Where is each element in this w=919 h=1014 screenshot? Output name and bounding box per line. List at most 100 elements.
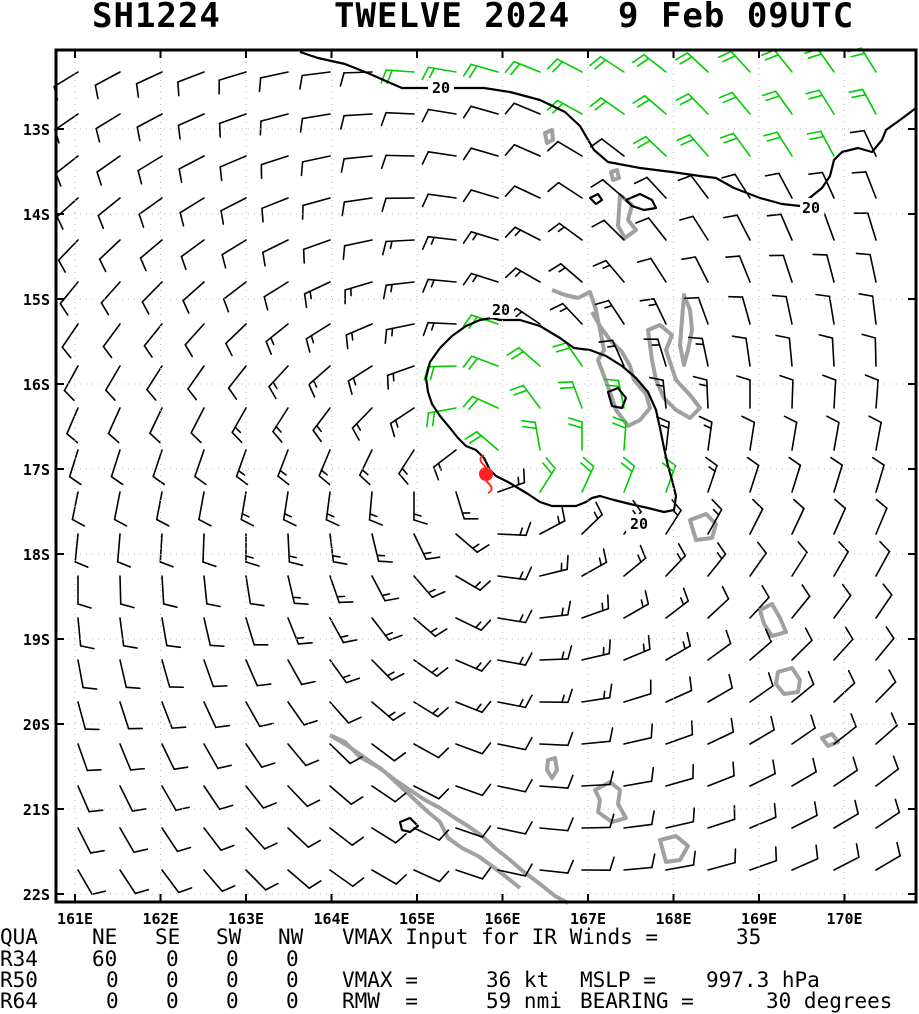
barb-staff bbox=[749, 772, 776, 787]
barb-staff bbox=[749, 464, 760, 493]
wind-barb bbox=[497, 821, 533, 835]
wind-barb bbox=[871, 456, 885, 493]
barb-staff bbox=[325, 491, 331, 521]
wind-barb bbox=[381, 197, 415, 213]
barb-half-feather bbox=[320, 469, 328, 476]
wind-barb bbox=[77, 827, 105, 854]
barb-staff bbox=[875, 811, 901, 829]
barb-feather bbox=[871, 456, 885, 466]
barb-staff bbox=[100, 281, 121, 304]
barb-feather bbox=[589, 55, 602, 67]
barb-staff bbox=[135, 71, 163, 85]
wind-barb bbox=[791, 627, 813, 661]
barb-feather bbox=[302, 248, 306, 264]
barb-feather bbox=[650, 766, 655, 783]
barb-feather bbox=[134, 888, 150, 895]
barb-half-feather bbox=[712, 508, 720, 516]
wind-barb-strong bbox=[719, 132, 751, 157]
barb-staff bbox=[119, 617, 125, 647]
barb-feather bbox=[468, 398, 479, 410]
barb-feather bbox=[422, 278, 429, 293]
barb-feather bbox=[793, 498, 805, 510]
row-r64-nw: 0 bbox=[286, 989, 299, 1013]
barb-feather bbox=[805, 89, 820, 95]
wind-barb bbox=[380, 111, 415, 127]
wind-barb bbox=[345, 323, 373, 350]
barb-feather bbox=[98, 258, 107, 273]
barb-staff bbox=[831, 337, 835, 367]
barb-feather bbox=[692, 850, 696, 866]
wind-barb-strong bbox=[520, 419, 541, 451]
barb-feather bbox=[179, 211, 185, 227]
barb-staff bbox=[875, 724, 898, 745]
barb-feather bbox=[890, 712, 898, 727]
barb-feather bbox=[773, 802, 777, 819]
barb-feather bbox=[524, 566, 533, 581]
barb-feather bbox=[351, 877, 365, 888]
barb-feather bbox=[568, 423, 583, 429]
barb-feather bbox=[481, 866, 492, 880]
wind-barb bbox=[504, 102, 541, 115]
barb-feather bbox=[303, 719, 318, 726]
barb-half-feather bbox=[386, 671, 395, 677]
barb-staff bbox=[707, 421, 713, 451]
barb-staff bbox=[470, 189, 499, 199]
barb-half-feather bbox=[655, 384, 665, 387]
barb-feather bbox=[546, 58, 558, 70]
barb-staff bbox=[329, 743, 351, 765]
wind-barb bbox=[539, 859, 575, 874]
wind-barb bbox=[77, 617, 95, 650]
barb-feather bbox=[542, 462, 553, 475]
wind-barb bbox=[594, 299, 625, 325]
barb-staff bbox=[427, 66, 457, 73]
barb-feather bbox=[349, 756, 363, 765]
barb-half-feather bbox=[431, 707, 439, 715]
wind-barb bbox=[749, 846, 778, 871]
barb-feather bbox=[764, 54, 780, 61]
barb-feather bbox=[609, 813, 615, 829]
barb-half-feather bbox=[475, 621, 482, 629]
barb-feather bbox=[681, 256, 697, 261]
barb-staff bbox=[701, 337, 709, 367]
wind-barb bbox=[581, 594, 610, 619]
barb-staff bbox=[287, 869, 311, 890]
barb-feather bbox=[679, 97, 694, 106]
wind-barbs-layer bbox=[53, 47, 901, 896]
barb-staff bbox=[471, 395, 499, 409]
wind-barb bbox=[432, 449, 457, 481]
barb-half-feather bbox=[642, 643, 646, 653]
barb-feather bbox=[129, 767, 146, 771]
barb-staff bbox=[265, 323, 289, 343]
vmax-ir-label: VMAX Input for IR Winds = bbox=[342, 925, 659, 949]
barb-half-feather bbox=[389, 240, 393, 250]
barb-feather bbox=[345, 334, 349, 350]
barb-feather bbox=[159, 561, 174, 568]
barb-staff bbox=[470, 272, 499, 283]
wind-barb bbox=[875, 841, 901, 871]
wind-barb bbox=[302, 239, 331, 264]
barb-feather bbox=[113, 518, 128, 527]
barb-staff bbox=[329, 533, 335, 563]
wind-barb bbox=[707, 673, 733, 703]
barb-staff bbox=[329, 827, 353, 846]
wind-barb bbox=[66, 407, 79, 444]
wind-barb bbox=[382, 281, 415, 300]
wind-barb bbox=[815, 293, 835, 325]
new-caledonia-coastline bbox=[328, 733, 569, 905]
table-head-se: SE bbox=[155, 925, 181, 949]
barb-feather bbox=[651, 853, 656, 869]
barb-staff bbox=[104, 365, 121, 391]
barb-staff bbox=[161, 827, 179, 853]
barb-feather bbox=[675, 93, 690, 101]
wind-barb bbox=[184, 323, 205, 358]
barb-feather bbox=[851, 93, 867, 99]
barb-staff bbox=[581, 513, 603, 535]
barb-feather bbox=[342, 639, 358, 644]
barb-feather bbox=[227, 387, 238, 400]
barb-feather bbox=[690, 720, 694, 736]
barb-feather bbox=[462, 147, 472, 161]
barb-staff bbox=[303, 281, 331, 295]
wind-barb bbox=[100, 281, 121, 316]
barb-staff bbox=[77, 743, 89, 772]
barb-staff bbox=[413, 869, 441, 883]
